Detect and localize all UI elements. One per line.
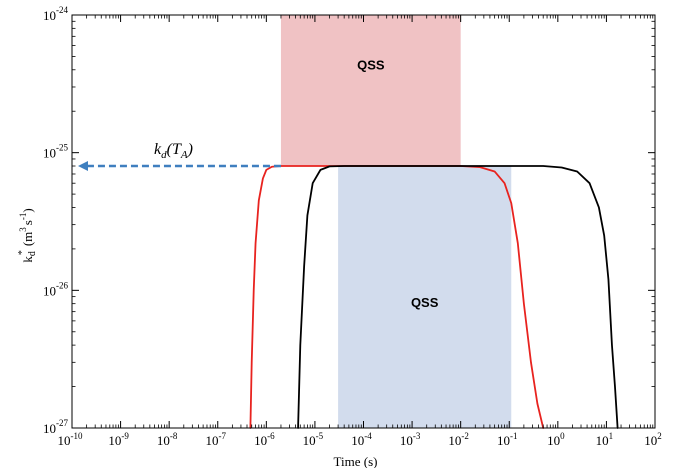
annotation-arrowhead bbox=[78, 161, 88, 172]
qss-region-1 bbox=[280, 15, 461, 167]
x-axis-title: Time (s) bbox=[334, 454, 378, 468]
y-tick-label: 10-27 bbox=[43, 418, 68, 436]
x-axis: 10-10 10-9 10-8 10-7 10-6 10-5 10-4 10-3 10-2 10-… bbox=[58, 15, 662, 448]
x-tick-label: 10-8 bbox=[157, 431, 178, 448]
annotation-label: kd(TA) bbox=[154, 141, 193, 161]
x-tick-label: 101 bbox=[596, 431, 614, 448]
x-tick-label: 100 bbox=[547, 431, 565, 448]
annotation: kd(TA) bbox=[78, 141, 281, 172]
qss-region-2 bbox=[338, 166, 512, 429]
y-axis: 10-27 10-26 10-25 10-24 bbox=[43, 5, 655, 436]
y-tick-label: 10-26 bbox=[43, 280, 68, 298]
qss-regions: QSS QSS bbox=[280, 15, 512, 429]
qss-region-label-1: QSS bbox=[357, 57, 385, 72]
y-axis-title: kd*(m3s-1) bbox=[17, 208, 38, 262]
x-tick-label: 10-6 bbox=[254, 431, 275, 448]
x-tick-label: 102 bbox=[644, 431, 662, 448]
y-tick-label: 10-25 bbox=[43, 143, 68, 161]
x-tick-label: 10-9 bbox=[108, 431, 129, 448]
series-line-2 bbox=[297, 165, 619, 429]
x-tick-label: 10-1 bbox=[497, 431, 518, 448]
x-tick-label: 10-5 bbox=[303, 431, 324, 448]
x-tick-label: 10-7 bbox=[206, 431, 227, 448]
x-tick-label: 10-10 bbox=[58, 431, 83, 448]
x-tick-label: 10-3 bbox=[400, 431, 421, 448]
y-tick-label: 10-24 bbox=[43, 5, 68, 23]
qss-region-label-2: QSS bbox=[411, 295, 439, 310]
x-tick-label: 10-4 bbox=[351, 431, 372, 448]
x-tick-label: 10-2 bbox=[448, 431, 469, 448]
series-lines bbox=[249, 165, 619, 429]
